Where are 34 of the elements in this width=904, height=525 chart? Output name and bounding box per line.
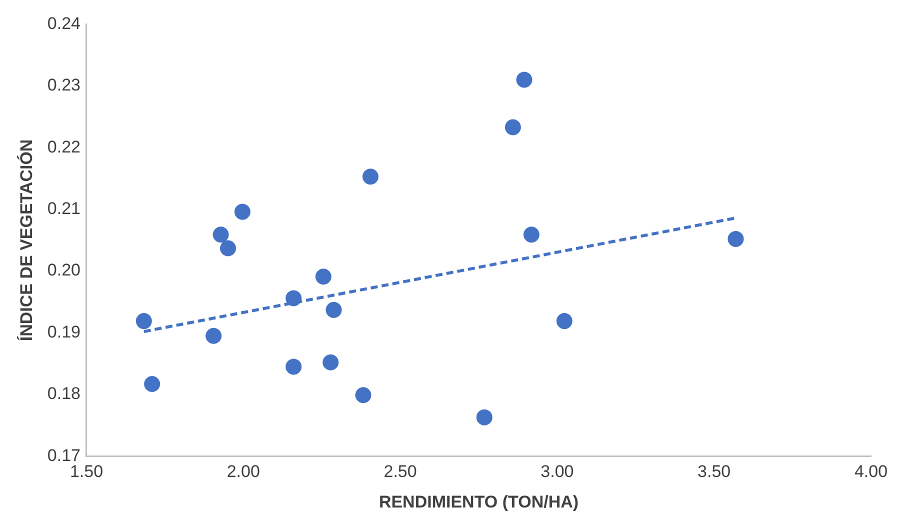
point: [326, 302, 342, 318]
point: [315, 268, 332, 285]
y-axis-title: ÍNDICE DE VEGETACIÓN: [16, 139, 36, 342]
point: [322, 354, 339, 370]
point: [523, 226, 540, 243]
x-tick-label: 3.00: [540, 462, 574, 482]
point: [206, 328, 222, 344]
x-tick-label: 3.50: [698, 462, 731, 482]
x-axis-title: RENDIMIENTO (TON/HA): [378, 492, 579, 512]
point: [136, 313, 152, 330]
y-tick-label: 0.23: [47, 76, 80, 95]
point: [212, 226, 229, 243]
y-tick-label: 0.18: [47, 384, 80, 404]
x-tick-label: 1.50: [70, 462, 104, 482]
y-tick-label: 0.17: [47, 446, 80, 465]
y-tick-label: 0.20: [47, 260, 80, 280]
y-tick-label: 0.22: [47, 137, 80, 156]
point: [504, 119, 521, 136]
point: [355, 387, 372, 404]
point: [556, 313, 572, 330]
point: [516, 72, 532, 88]
y-tick-label: 0.19: [47, 322, 80, 342]
point: [220, 240, 236, 256]
x-tick-label: 2.00: [226, 462, 260, 482]
y-tick-label: 0.24: [47, 14, 80, 33]
point: [362, 168, 378, 185]
x-tick-label: 2.50: [384, 462, 417, 482]
point: [234, 204, 250, 220]
point: [144, 376, 160, 392]
point: [728, 230, 744, 247]
point: [476, 409, 492, 426]
x-tick-label: 4.00: [854, 462, 888, 482]
point: [286, 358, 302, 375]
y-tick-label: 0.21: [47, 199, 80, 218]
